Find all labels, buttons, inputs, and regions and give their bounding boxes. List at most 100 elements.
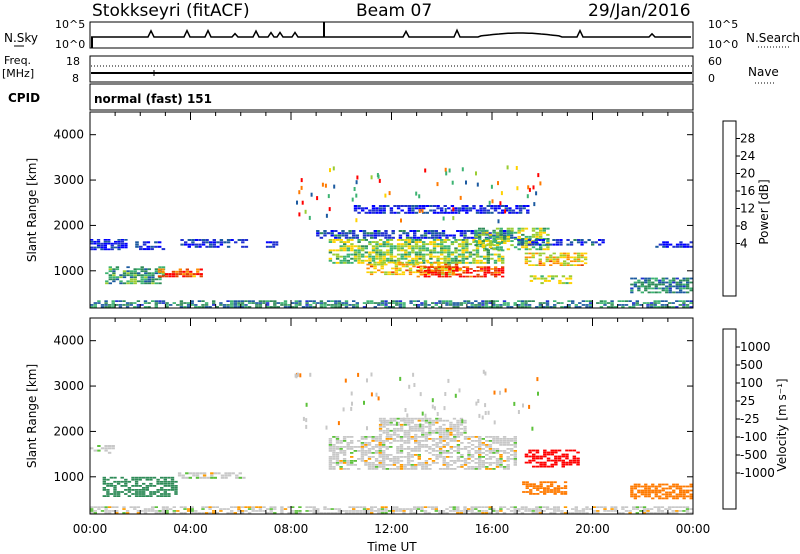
data-cell xyxy=(373,306,377,308)
data-cell xyxy=(465,268,470,270)
scatter-point xyxy=(300,185,303,190)
data-cell xyxy=(463,300,467,302)
data-cell xyxy=(382,468,386,470)
data-cell xyxy=(565,461,569,464)
data-cell xyxy=(185,273,189,276)
velocity-cells xyxy=(90,369,693,514)
data-cell xyxy=(244,239,249,241)
data-cell xyxy=(369,271,374,274)
data-cell xyxy=(633,281,637,284)
data-cell xyxy=(665,277,669,280)
data-cell xyxy=(502,466,507,468)
data-cell xyxy=(508,207,512,210)
data-cell xyxy=(647,291,651,294)
data-cell xyxy=(443,239,447,241)
data-cell xyxy=(399,438,404,440)
data-cell xyxy=(360,456,365,458)
data-cell xyxy=(442,440,446,442)
data-cell xyxy=(506,448,510,450)
data-cell xyxy=(138,476,142,479)
data-cell xyxy=(576,451,580,454)
data-cell xyxy=(561,275,566,278)
data-cell xyxy=(328,251,333,254)
data-cell xyxy=(126,282,130,285)
data-cell xyxy=(573,252,577,255)
data-cell xyxy=(451,261,455,264)
data-cell xyxy=(389,442,393,444)
scatter-point xyxy=(342,407,345,412)
data-cell xyxy=(459,423,464,426)
data-cell xyxy=(476,270,480,272)
data-cell xyxy=(689,287,693,290)
data-cell xyxy=(418,255,422,258)
data-cell xyxy=(509,510,514,512)
data-cell xyxy=(499,454,503,456)
data-cell xyxy=(424,425,428,428)
data-cell xyxy=(441,230,446,232)
data-cell xyxy=(470,468,475,470)
data-cell xyxy=(502,442,507,444)
data-cell xyxy=(337,306,342,308)
data-cell xyxy=(504,207,508,210)
data-cell xyxy=(294,302,298,304)
data-cell xyxy=(107,510,112,512)
data-cell xyxy=(328,460,333,462)
data-cell xyxy=(546,487,550,489)
data-cell xyxy=(389,460,393,462)
data-cell xyxy=(457,245,462,248)
data-cell xyxy=(524,252,528,255)
data-cell xyxy=(465,275,470,278)
data-cell xyxy=(470,454,475,456)
data-cell xyxy=(463,506,467,508)
data-cell xyxy=(431,234,435,237)
data-cell xyxy=(353,207,358,210)
data-cell xyxy=(380,265,384,268)
data-cell xyxy=(546,242,550,244)
data-cell xyxy=(675,287,679,290)
data-cell xyxy=(637,489,641,492)
data-cell xyxy=(454,211,458,214)
data-cell xyxy=(506,444,510,446)
data-cell xyxy=(470,444,475,446)
data-cell xyxy=(350,440,354,442)
data-cell xyxy=(463,508,467,510)
data-cell xyxy=(120,476,124,479)
data-cell xyxy=(353,450,357,452)
data-cell xyxy=(378,207,383,210)
data-cell xyxy=(96,242,101,245)
data-cell xyxy=(479,275,484,278)
data-cell xyxy=(584,256,588,259)
data-cell xyxy=(538,252,542,255)
data-cell xyxy=(201,243,206,246)
data-cell xyxy=(172,506,176,508)
data-cell xyxy=(165,510,169,512)
xtick-label: 08:00 xyxy=(274,522,309,536)
data-cell xyxy=(529,493,533,495)
data-cell xyxy=(685,300,690,302)
data-cell xyxy=(488,246,493,249)
data-cell xyxy=(382,207,386,210)
data-cell xyxy=(467,468,471,470)
data-cell xyxy=(332,444,336,446)
data-cell xyxy=(481,442,485,444)
data-cell xyxy=(438,438,443,440)
data-cell xyxy=(273,306,277,308)
data-cell xyxy=(360,448,365,450)
data-cell xyxy=(499,464,503,466)
data-cell xyxy=(633,277,637,280)
scatter-point xyxy=(356,175,359,180)
data-cell xyxy=(454,251,458,254)
data-cell xyxy=(339,448,343,450)
data-cell xyxy=(531,241,535,244)
data-cell xyxy=(430,270,434,272)
data-cell xyxy=(422,243,426,246)
data-cell xyxy=(488,440,493,442)
data-cell xyxy=(209,245,213,248)
data-cell xyxy=(124,480,128,483)
data-cell xyxy=(545,506,550,508)
data-cell xyxy=(357,247,361,250)
data-cell xyxy=(644,289,648,292)
data-cell xyxy=(494,268,498,270)
data-cell xyxy=(475,259,480,262)
